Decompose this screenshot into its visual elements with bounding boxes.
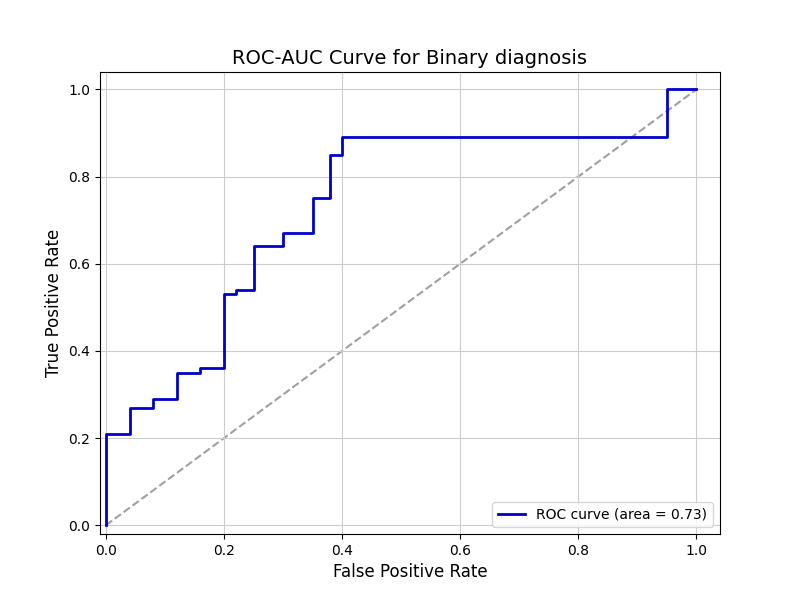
- ROC curve (area = 0.73): [249, 286, 258, 293]
- ROC curve (area = 0.73): [308, 230, 318, 237]
- Legend: ROC curve (area = 0.73): ROC curve (area = 0.73): [492, 502, 713, 527]
- ROC curve (area = 0.73): [101, 430, 110, 437]
- ROC curve (area = 0.73): [662, 86, 672, 93]
- ROC curve (area = 0.73): [231, 286, 241, 293]
- ROC curve (area = 0.73): [195, 365, 205, 372]
- ROC curve (area = 0.73): [231, 290, 241, 298]
- Line: ROC curve (area = 0.73): ROC curve (area = 0.73): [106, 89, 696, 525]
- ROC curve (area = 0.73): [219, 290, 229, 298]
- ROC curve (area = 0.73): [195, 369, 205, 376]
- ROC curve (area = 0.73): [148, 395, 158, 403]
- ROC curve (area = 0.73): [326, 195, 335, 202]
- Y-axis label: True Positive Rate: True Positive Rate: [45, 229, 62, 377]
- ROC curve (area = 0.73): [455, 134, 465, 141]
- ROC curve (area = 0.73): [455, 134, 465, 141]
- Title: ROC-AUC Curve for Binary diagnosis: ROC-AUC Curve for Binary diagnosis: [233, 49, 587, 68]
- ROC curve (area = 0.73): [101, 521, 110, 529]
- ROC curve (area = 0.73): [326, 151, 335, 158]
- ROC curve (area = 0.73): [125, 430, 134, 437]
- ROC curve (area = 0.73): [249, 243, 258, 250]
- ROC curve (area = 0.73): [278, 230, 288, 237]
- ROC curve (area = 0.73): [662, 134, 672, 141]
- ROC curve (area = 0.73): [172, 395, 182, 403]
- ROC curve (area = 0.73): [278, 243, 288, 250]
- ROC curve (area = 0.73): [691, 86, 701, 93]
- X-axis label: False Positive Rate: False Positive Rate: [333, 563, 487, 581]
- ROC curve (area = 0.73): [172, 369, 182, 376]
- ROC curve (area = 0.73): [125, 404, 134, 411]
- ROC curve (area = 0.73): [219, 365, 229, 372]
- ROC curve (area = 0.73): [338, 134, 347, 141]
- ROC curve (area = 0.73): [308, 195, 318, 202]
- ROC curve (area = 0.73): [338, 151, 347, 158]
- ROC curve (area = 0.73): [148, 404, 158, 411]
